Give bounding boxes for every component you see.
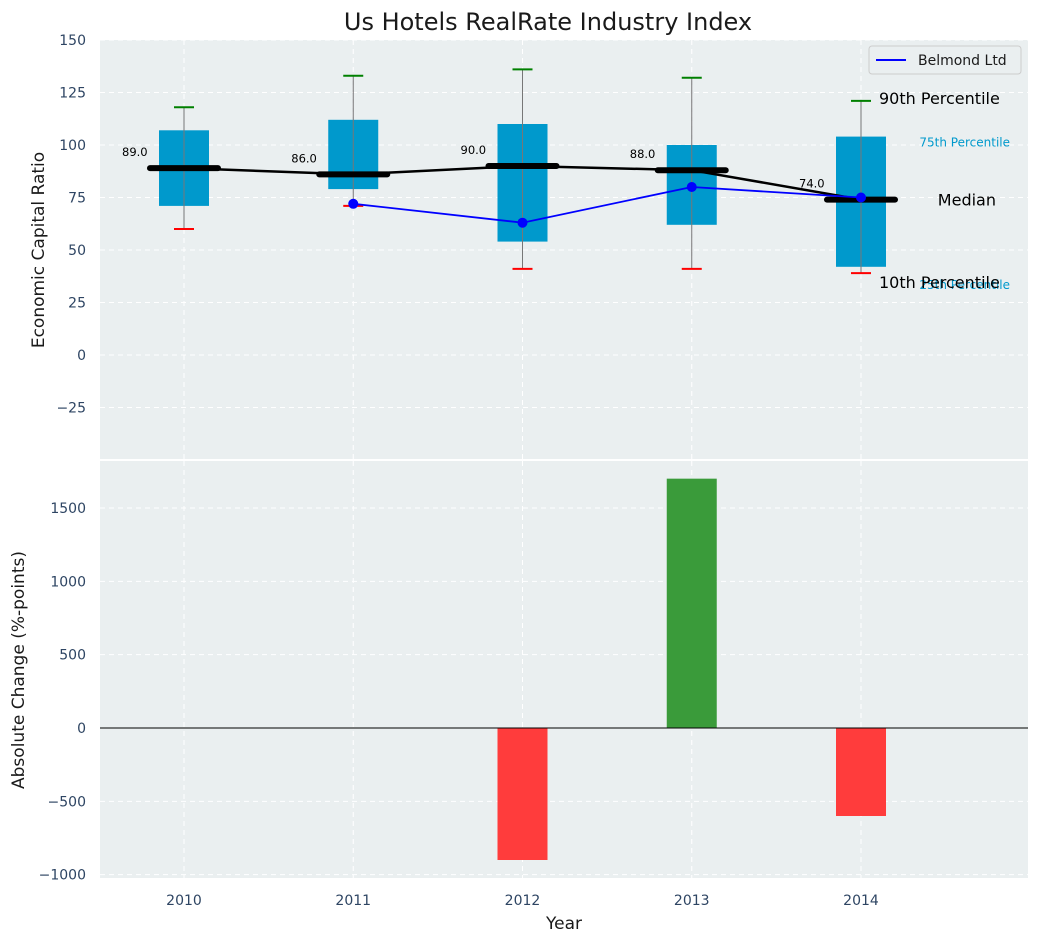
median-value-label: 90.0: [461, 143, 487, 157]
bar-2012: [497, 728, 548, 860]
percentile-annotations: 90th Percentile 75th Percentile Median 25th…: [879, 89, 1010, 292]
bar-2013: [666, 478, 717, 728]
x-tick-label-2014: 2014: [843, 893, 879, 909]
median-value-label: 86.0: [291, 151, 317, 165]
median-line-group: [183, 164, 862, 201]
median-value-label: 88.0: [630, 147, 656, 161]
median-value-label: 89.0: [122, 145, 148, 159]
legend: Belmond Ltd: [868, 45, 1022, 75]
legend-box: [868, 45, 1022, 75]
bottom-y-tick-label: −1000: [39, 868, 86, 884]
median-value-label: 74.0: [799, 177, 825, 191]
median-trend-line: [183, 164, 862, 201]
x-tick-label-2012: 2012: [505, 893, 541, 909]
bottom-y-axis-label: Absolute Change (%-points): [9, 551, 29, 789]
x-tick-label-2011: 2011: [335, 893, 371, 909]
bottom-y-tick-label: 0: [77, 721, 86, 737]
bottom-y-tick-label: 1000: [50, 574, 86, 590]
top-y-tick-label: 75: [68, 191, 86, 207]
bottom-y-tick-label: −500: [48, 794, 86, 810]
annotation-25th: 25th Percentile: [919, 278, 1010, 292]
annotation-90th: 90th Percentile: [879, 89, 1000, 108]
bottom-y-tick-label: 1500: [50, 501, 86, 517]
top-y-axis-label: Economic Capital Ratio: [29, 152, 49, 348]
x-tick-label-2010: 2010: [166, 893, 202, 909]
series-point-2014: [856, 192, 866, 203]
top-y-axis: −25 0 25 50 75 100 125 150: [56, 33, 86, 417]
annotation-10th: 10th Percentile: [879, 273, 1000, 292]
top-gridlines: [100, 39, 1028, 408]
legend-entry-belmond: Belmond Ltd: [918, 53, 1007, 69]
top-y-tick-label: 150: [59, 33, 86, 49]
series-line-group: [348, 182, 866, 228]
top-y-tick-label: 0: [77, 348, 86, 364]
bottom-y-tick-label: 500: [59, 648, 86, 664]
series-point-2012: [517, 217, 528, 228]
x-tick-label-2013: 2013: [674, 893, 710, 909]
top-y-tick-label: 125: [59, 86, 86, 102]
bar-2014: [836, 728, 886, 816]
bottom-y-axis: −1000 −500 0 500 1000 1500: [39, 501, 86, 884]
annotation-75th: 75th Percentile: [919, 136, 1010, 150]
top-y-tick-label: 50: [68, 243, 86, 259]
chart-title: Us Hotels RealRate Industry Index: [344, 8, 752, 36]
x-axis-label: Year: [545, 914, 582, 934]
series-line-belmond: [353, 186, 862, 224]
top-y-tick-label: 25: [68, 296, 86, 312]
top-y-tick-label: 100: [59, 138, 86, 154]
x-axis: 2010 2011 2012 2013 2014: [166, 893, 879, 909]
series-point-2013: [686, 182, 697, 192]
bottom-plot-area: [100, 461, 1028, 878]
annotation-median: Median: [938, 191, 996, 210]
top-y-tick-label: −25: [56, 401, 86, 417]
series-point-2011: [348, 198, 359, 209]
change-bars: [497, 478, 886, 860]
bottom-gridlines: [100, 507, 1028, 876]
